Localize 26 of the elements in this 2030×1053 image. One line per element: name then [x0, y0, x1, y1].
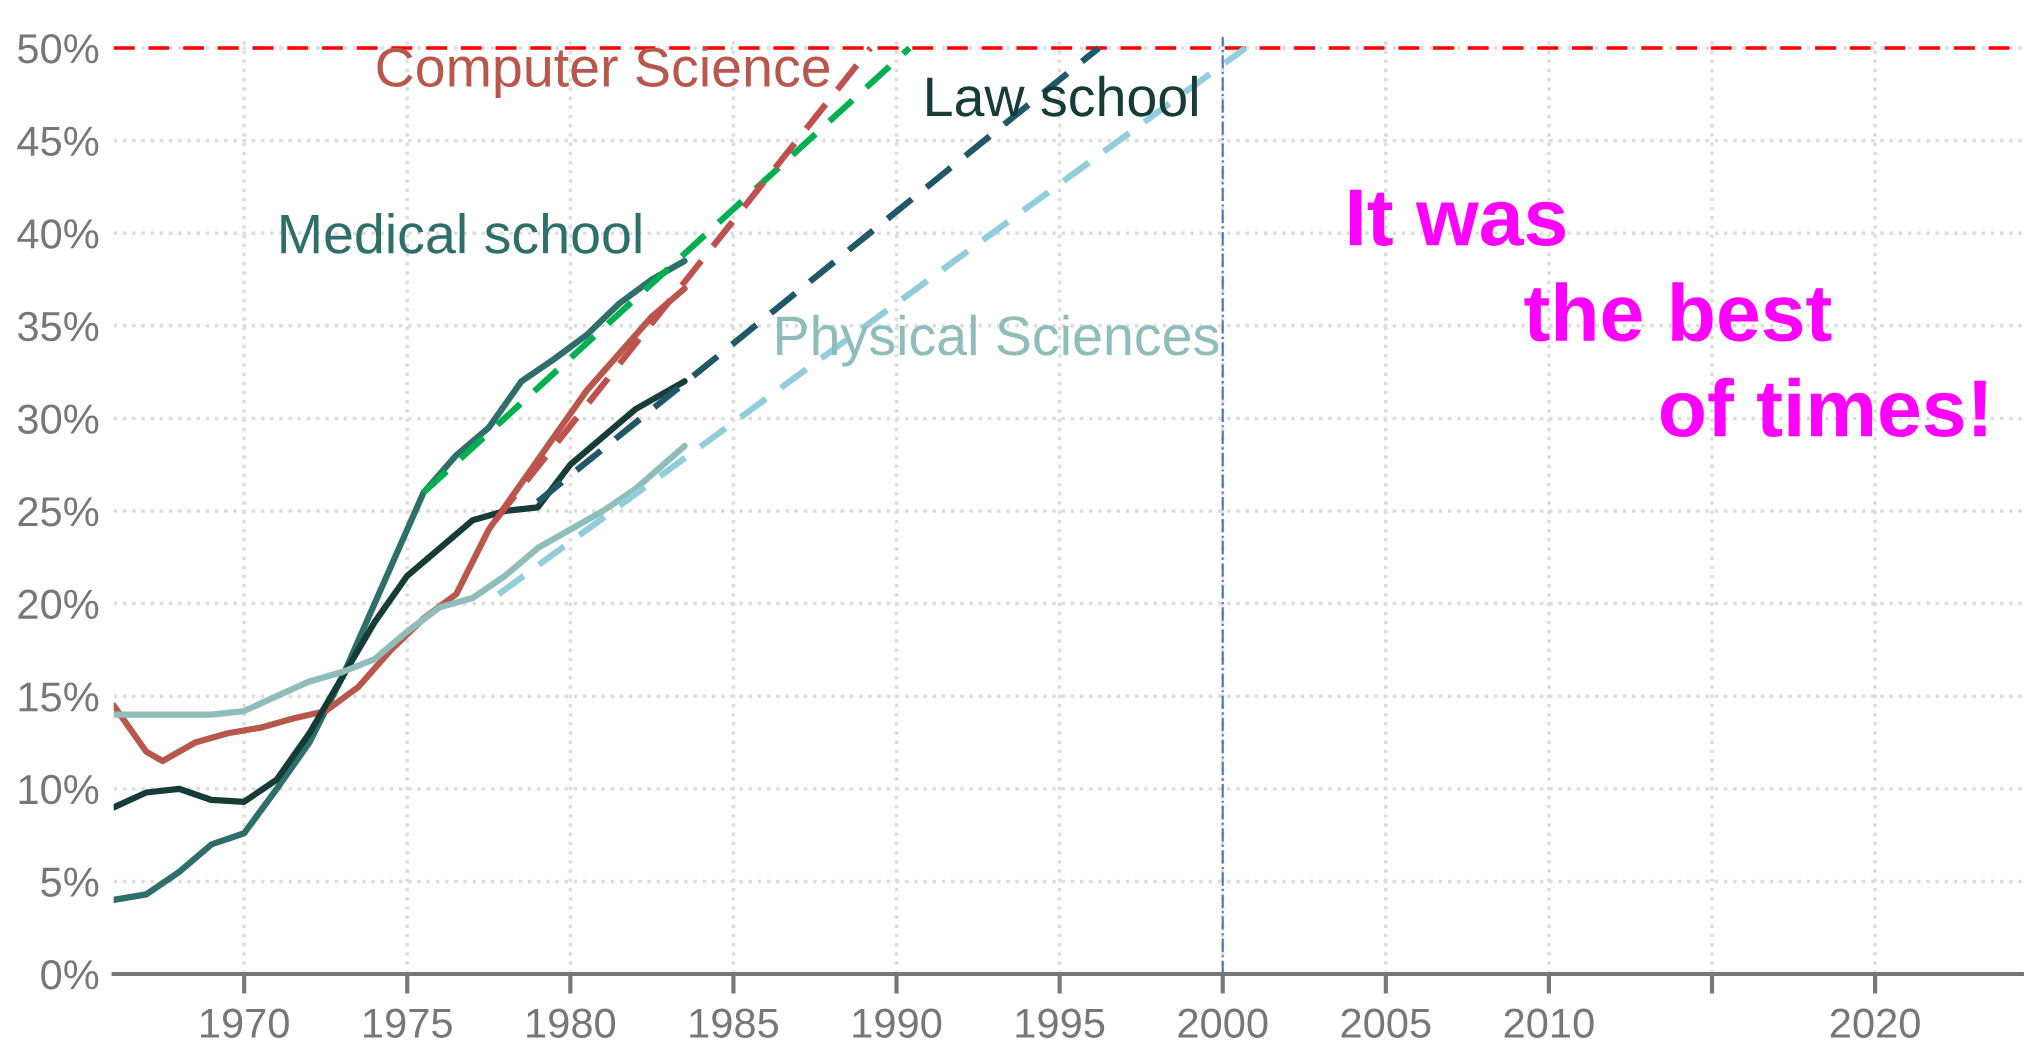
- y-tick-label: 0%: [41, 960, 99, 990]
- y-tick-label: 20%: [18, 589, 99, 620]
- y-tick-label: 5%: [41, 867, 99, 897]
- y-tick-label: 40%: [17, 219, 99, 249]
- y-tick-label: 25%: [18, 497, 99, 527]
- text: Computer Science: [377, 46, 830, 98]
- x-tick-label: 1975: [364, 1008, 452, 1038]
- y-tick-label: 30%: [17, 404, 99, 434]
- x-tick-label: 2005: [1341, 1008, 1431, 1038]
- x-tick-label: 1970: [200, 1008, 289, 1038]
- x-tick-label: 1980: [527, 1008, 616, 1038]
- x-tick-label: 1995: [1016, 1008, 1105, 1038]
- y-tick-label: 50%: [18, 33, 99, 64]
- y-tick-label: 45%: [17, 126, 99, 157]
- x-tick-label: 1985: [690, 1008, 779, 1038]
- y-tick-label: 10%: [19, 774, 99, 805]
- annotation: It was the best of times!: [1349, 189, 1986, 438]
- text: Physical Sciences: [777, 314, 1219, 367]
- series-label: Medical school: [281, 212, 641, 254]
- x-tick-label: 2000: [1178, 1008, 1268, 1038]
- text: Law school: [927, 75, 1197, 117]
- x-tick-label: 1990: [853, 1008, 942, 1038]
- y-tick-label: 35%: [17, 311, 99, 342]
- x-tick-label: 2010: [1504, 1008, 1594, 1038]
- y-tick-label: 15%: [19, 682, 99, 712]
- x-tick-label: 2020: [1830, 1008, 1920, 1038]
